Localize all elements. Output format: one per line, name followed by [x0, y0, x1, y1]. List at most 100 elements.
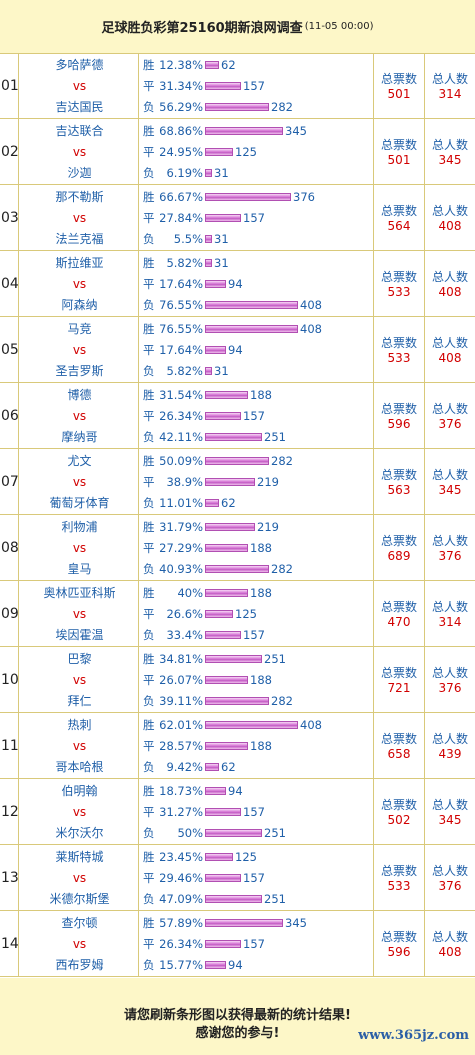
vote-draw-line: 平 24.95% 125 — [139, 144, 374, 160]
match-number: 04 — [1, 275, 19, 292]
home-team-link[interactable]: 斯拉维亚 — [55, 256, 104, 270]
vs-label: vs — [72, 937, 87, 951]
match-number: 03 — [1, 209, 19, 226]
outcome-label: 胜 — [143, 388, 155, 402]
vote-count: 31 — [214, 232, 229, 246]
vote-bar — [205, 787, 226, 795]
away-team-link[interactable]: 哥本哈根 — [55, 760, 104, 774]
home-team-link[interactable]: 巴黎 — [67, 652, 92, 666]
outcome-label: 负 — [143, 826, 155, 840]
outcome-label: 胜 — [143, 784, 155, 798]
teams-cell: 利物浦 vs 皇马 — [18, 515, 139, 580]
home-team-link[interactable]: 莱斯特城 — [55, 850, 104, 864]
home-team-link[interactable]: 热刺 — [67, 718, 92, 732]
vote-count: 345 — [285, 916, 307, 930]
vote-count: 345 — [285, 124, 307, 138]
away-team-link[interactable]: 吉达国民 — [55, 100, 104, 114]
vs-label: vs — [72, 607, 87, 621]
match-row: 08 利物浦 vs 皇马 胜 31.79% 219 平 27.29% 188 负 40.93% 282 总… — [0, 515, 475, 581]
outcome-label: 负 — [143, 496, 155, 510]
vote-bars-cell: 胜 76.55% 408 平 17.64% 94 负 5.82% 31 — [139, 317, 374, 382]
outcome-label: 平 — [143, 211, 155, 225]
vs-label: vs — [72, 343, 87, 357]
vote-percent: 23.45% — [159, 850, 203, 864]
vote-count: 94 — [228, 958, 243, 972]
teams-cell: 吉达联合 vs 沙迦 — [18, 119, 139, 184]
total-people-cell: 总人数 408 — [425, 251, 475, 316]
outcome-label: 平 — [143, 673, 155, 687]
home-team-link[interactable]: 奥林匹亚科斯 — [43, 586, 116, 600]
outcome-label: 平 — [143, 805, 155, 819]
total-people-label: 总人数 — [431, 798, 468, 812]
match-number: 02 — [1, 143, 19, 160]
vote-win-line: 胜 18.73% 94 — [139, 783, 374, 799]
match-number: 12 — [1, 803, 19, 820]
home-team-link[interactable]: 博德 — [67, 388, 92, 402]
match-row: 07 尤文 vs 葡萄牙体育 胜 50.09% 282 平 38.9% 219 负 11.01% 62 总… — [0, 449, 475, 515]
away-team-link[interactable]: 圣吉罗斯 — [55, 364, 104, 378]
outcome-label: 平 — [143, 475, 155, 489]
match-number: 09 — [1, 605, 19, 622]
vote-percent: 31.27% — [159, 805, 203, 819]
outcome-label: 平 — [143, 871, 155, 885]
teams-cell: 热刺 vs 哥本哈根 — [18, 713, 139, 778]
away-team-link[interactable]: 米尔沃尔 — [55, 826, 104, 840]
home-team-link[interactable]: 利物浦 — [61, 520, 98, 534]
vote-percent: 26.6% — [166, 607, 203, 621]
total-people-cell: 总人数 408 — [425, 317, 475, 382]
away-team-link[interactable]: 埃因霍温 — [55, 628, 104, 642]
total-people-value: 439 — [438, 747, 462, 761]
away-team-link[interactable]: 皇马 — [67, 562, 92, 576]
vote-win-line: 胜 40% 188 — [139, 585, 374, 601]
match-row: 14 查尔顿 vs 西布罗姆 胜 57.89% 345 平 26.34% 157 负 15.77% 94… — [0, 911, 475, 977]
home-team-link[interactable]: 伯明翰 — [61, 784, 98, 798]
vs-label: vs — [72, 211, 87, 225]
total-people-label: 总人数 — [431, 732, 468, 746]
vote-percent: 17.64% — [159, 343, 203, 357]
vote-bar — [205, 367, 212, 375]
home-team-link[interactable]: 多哈萨德 — [55, 58, 104, 72]
vote-count: 219 — [257, 475, 279, 489]
away-team-link[interactable]: 西布罗姆 — [55, 958, 104, 972]
home-team-link[interactable]: 那不勒斯 — [55, 190, 104, 204]
total-people-cell: 总人数 376 — [425, 383, 475, 448]
vote-lose-line: 负 50% 251 — [139, 825, 374, 841]
vote-percent: 33.4% — [166, 628, 203, 642]
vote-count: 282 — [271, 100, 293, 114]
total-votes-cell: 总票数 533 — [374, 845, 425, 910]
away-team-link[interactable]: 沙迦 — [67, 166, 92, 180]
home-team-link[interactable]: 马竞 — [67, 322, 92, 336]
vote-count: 31 — [214, 364, 229, 378]
vote-bar — [205, 589, 248, 597]
away-team-link[interactable]: 拜仁 — [67, 694, 92, 708]
total-people-cell: 总人数 376 — [425, 515, 475, 580]
home-team-link[interactable]: 尤文 — [67, 454, 92, 468]
away-team-link[interactable]: 葡萄牙体育 — [49, 496, 110, 510]
total-votes-value: 470 — [387, 615, 411, 629]
vote-lose-line: 负 5.5% 31 — [139, 231, 374, 247]
outcome-label: 负 — [143, 100, 155, 114]
away-team-link[interactable]: 法兰克福 — [55, 232, 104, 246]
away-team-link[interactable]: 摩纳哥 — [61, 430, 98, 444]
vote-bar — [205, 742, 248, 750]
total-votes-value: 564 — [387, 219, 411, 233]
away-team-link[interactable]: 阿森纳 — [61, 298, 98, 312]
vote-draw-line: 平 26.6% 125 — [139, 606, 374, 622]
vote-lose-line: 负 76.55% 408 — [139, 297, 374, 313]
vote-percent: 5.5% — [173, 232, 203, 246]
home-team-link[interactable]: 吉达联合 — [55, 124, 104, 138]
match-row: 11 热刺 vs 哥本哈根 胜 62.01% 408 平 28.57% 188 负 9.42% 62 总票… — [0, 713, 475, 779]
vote-win-line: 胜 57.89% 345 — [139, 915, 374, 931]
total-people-value: 376 — [438, 681, 462, 695]
vote-percent: 24.95% — [159, 145, 203, 159]
total-votes-cell: 总票数 721 — [374, 647, 425, 712]
vote-bar — [205, 697, 269, 705]
home-team-link[interactable]: 查尔顿 — [61, 916, 98, 930]
total-votes-value: 533 — [387, 351, 411, 365]
outcome-label: 胜 — [143, 652, 155, 666]
total-votes-cell: 总票数 596 — [374, 911, 425, 976]
away-team-link[interactable]: 米德尔斯堡 — [49, 892, 110, 906]
vote-lose-line: 负 56.29% 282 — [139, 99, 374, 115]
total-people-label: 总人数 — [431, 138, 468, 152]
vote-percent: 40% — [177, 586, 203, 600]
